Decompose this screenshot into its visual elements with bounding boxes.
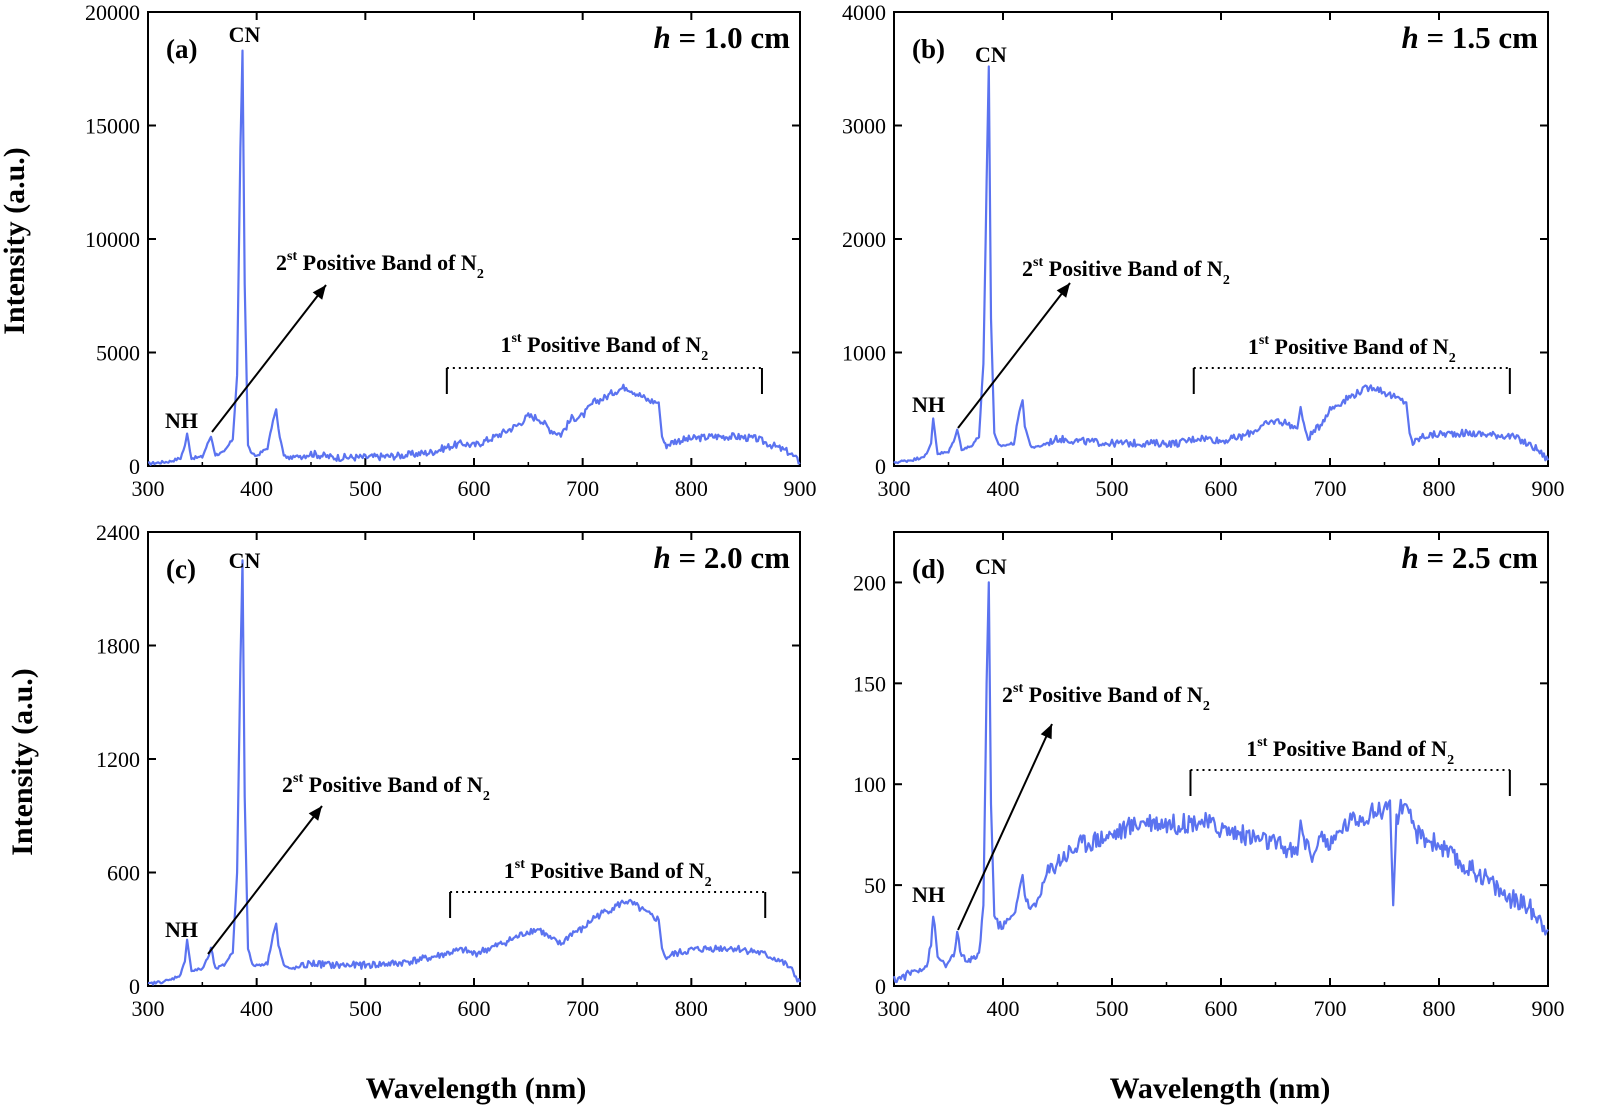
panel-c: 300 400 500 600 700 800 900 0 600 1200 1800 2400 (c)… bbox=[96, 520, 817, 1021]
plot-frame bbox=[147, 531, 801, 987]
x-tick-label: 500 bbox=[1096, 996, 1129, 1021]
nh-peak-label: NH bbox=[165, 917, 198, 942]
arrow-head-icon bbox=[308, 806, 322, 821]
x-tick-label: 600 bbox=[1205, 476, 1238, 501]
spectrum-line bbox=[893, 65, 1550, 465]
height-label: h = 1.0 cm bbox=[654, 20, 791, 55]
x-tick-label: 400 bbox=[240, 476, 273, 501]
x-tick-label: 400 bbox=[987, 996, 1020, 1021]
nh-peak-label: NH bbox=[912, 882, 945, 907]
panel-label: (b) bbox=[912, 34, 945, 64]
x-tick-label: 800 bbox=[1423, 476, 1456, 501]
x-tick-label: 900 bbox=[1532, 996, 1565, 1021]
nh-peak-label: NH bbox=[165, 408, 198, 433]
x-tick-label: 300 bbox=[878, 476, 911, 501]
x-tick-label: 700 bbox=[1314, 996, 1347, 1021]
x-tick-label: 300 bbox=[132, 476, 165, 501]
height-label: h = 2.5 cm bbox=[1402, 540, 1539, 575]
band1-label: 1st Positive Band of N2 bbox=[1248, 333, 1456, 366]
y-tick-label: 600 bbox=[107, 861, 140, 886]
y-tick-label: 20000 bbox=[85, 0, 140, 25]
y-tick-label: 200 bbox=[853, 570, 886, 595]
x-tick-label: 600 bbox=[1205, 996, 1238, 1021]
arrow-head-icon bbox=[1056, 283, 1070, 298]
x-tick-label: 700 bbox=[566, 996, 599, 1021]
x-tick-label: 400 bbox=[240, 996, 273, 1021]
x-tick-label: 500 bbox=[349, 476, 382, 501]
y-tick-label: 50 bbox=[864, 873, 886, 898]
height-label: h = 2.0 cm bbox=[654, 540, 791, 575]
y-tick-label: 10000 bbox=[85, 227, 140, 252]
y-axis-title-bottom: Intensity (a.u.) bbox=[6, 668, 39, 856]
band1-label: 1st Positive Band of N2 bbox=[504, 857, 712, 890]
cn-peak-label: CN bbox=[229, 22, 261, 47]
x-tick-label: 300 bbox=[878, 996, 911, 1021]
x-tick-label: 700 bbox=[1314, 476, 1347, 501]
plot-frame bbox=[147, 11, 801, 467]
y-tick-label: 2000 bbox=[842, 227, 886, 252]
arrow-head-icon bbox=[1040, 724, 1052, 740]
band2-label: 2st Positive Band of N2 bbox=[276, 249, 484, 282]
y-tick-label: 0 bbox=[129, 974, 140, 999]
y-tick-label: 150 bbox=[853, 671, 886, 696]
band1-label: 1st Positive Band of N2 bbox=[500, 331, 708, 364]
y-tick-label: 0 bbox=[875, 454, 886, 479]
x-tick-label: 800 bbox=[675, 476, 708, 501]
y-tick-label: 4000 bbox=[842, 0, 886, 25]
panel-b: 300 400 500 600 700 800 900 0 1000 2000 3000 4000 (b… bbox=[842, 0, 1565, 501]
cn-peak-label: CN bbox=[975, 42, 1007, 67]
x-axis-title-right: Wavelength (nm) bbox=[1110, 1072, 1331, 1105]
y-tick-label: 1800 bbox=[96, 634, 140, 659]
band2-label: 2st Positive Band of N2 bbox=[1022, 255, 1230, 288]
x-tick-label: 600 bbox=[458, 476, 491, 501]
plot-frame bbox=[893, 11, 1549, 467]
height-label: h = 1.5 cm bbox=[1402, 20, 1539, 55]
x-axis-title-left: Wavelength (nm) bbox=[366, 1072, 587, 1105]
y-tick-label: 1200 bbox=[96, 747, 140, 772]
panel-label: (d) bbox=[912, 554, 945, 584]
band2-arrow bbox=[957, 282, 1071, 429]
y-tick-label: 1000 bbox=[842, 341, 886, 366]
spectrum-line bbox=[147, 49, 801, 466]
y-tick-label: 0 bbox=[875, 974, 886, 999]
spectrum-line bbox=[892, 581, 1549, 984]
y-tick-label: 15000 bbox=[85, 114, 140, 139]
y-tick-label: 100 bbox=[853, 772, 886, 797]
x-tick-label: 500 bbox=[1096, 476, 1129, 501]
panel-label: (c) bbox=[166, 554, 196, 584]
x-tick-label: 400 bbox=[987, 476, 1020, 501]
band1-label: 1st Positive Band of N2 bbox=[1246, 735, 1454, 768]
spectrum-line bbox=[147, 559, 802, 986]
nh-peak-label: NH bbox=[912, 392, 945, 417]
x-tick-label: 700 bbox=[566, 476, 599, 501]
arrow-head-icon bbox=[312, 285, 326, 300]
band2-arrow bbox=[207, 805, 323, 955]
x-tick-label: 900 bbox=[1532, 476, 1565, 501]
cn-peak-label: CN bbox=[229, 548, 261, 573]
x-tick-label: 800 bbox=[675, 996, 708, 1021]
band2-label: 2st Positive Band of N2 bbox=[1002, 681, 1210, 714]
x-tick-label: 900 bbox=[784, 996, 817, 1021]
x-tick-label: 300 bbox=[132, 996, 165, 1021]
panel-label: (a) bbox=[166, 34, 197, 64]
x-tick-label: 800 bbox=[1423, 996, 1456, 1021]
band2-arrow bbox=[211, 284, 327, 433]
x-tick-label: 600 bbox=[458, 996, 491, 1021]
y-tick-label: 2400 bbox=[96, 520, 140, 545]
y-tick-label: 5000 bbox=[96, 341, 140, 366]
y-tick-label: 3000 bbox=[842, 114, 886, 139]
y-tick-label: 0 bbox=[129, 454, 140, 479]
band2-arrow bbox=[957, 723, 1053, 931]
y-axis-title-top: Intensity (a.u.) bbox=[0, 147, 31, 335]
cn-peak-label: CN bbox=[975, 554, 1007, 579]
x-tick-label: 900 bbox=[784, 476, 817, 501]
panel-a: 300 400 500 600 700 800 900 0 5000 10000 15000 2000… bbox=[85, 0, 817, 501]
band2-label: 2st Positive Band of N2 bbox=[282, 771, 490, 804]
panel-d: 300 400 500 600 700 800 900 0 50 100 150 200 (d) h = … bbox=[853, 531, 1565, 1021]
x-tick-label: 500 bbox=[349, 996, 382, 1021]
